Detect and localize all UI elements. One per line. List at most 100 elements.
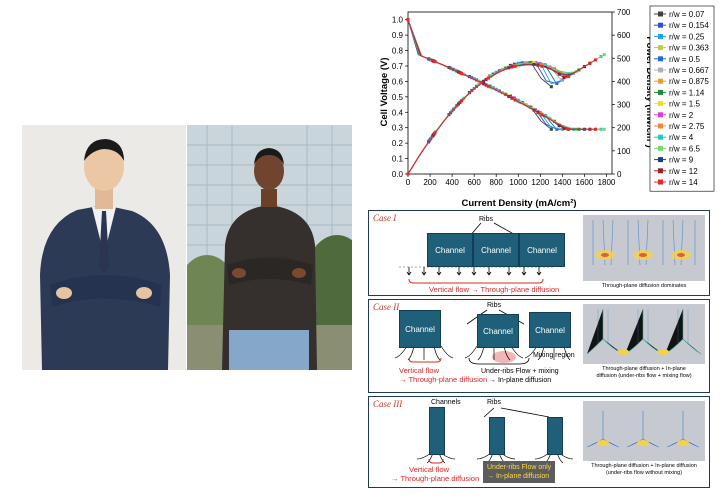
power-marker	[536, 62, 540, 66]
legend-marker	[658, 22, 663, 28]
x-tick-label: 600	[467, 178, 481, 187]
legend-marker	[658, 33, 663, 39]
legend-marker	[658, 78, 663, 84]
power-line	[407, 62, 585, 175]
plot-axes: 0 200 400 600 800 1000 1200 1400 1600 18000.00.10…	[392, 8, 631, 187]
y-left-tick-label: 0.8	[392, 47, 404, 56]
portrait-photo-suit	[22, 125, 186, 370]
series-13	[406, 18, 586, 176]
power-line	[407, 62, 580, 175]
y-left-tick-label: 0.1	[392, 155, 404, 164]
voltage-marker	[460, 71, 464, 75]
power-line	[407, 64, 585, 175]
y-left-tick-label: 0.3	[392, 124, 404, 133]
x-tick-label: 0	[406, 178, 411, 187]
series-7	[406, 18, 581, 176]
legend-entry: r/w = 4	[669, 133, 694, 142]
case-2-channel-1: Channel	[399, 310, 441, 348]
power-marker	[544, 64, 548, 68]
y-right-tick-label: 200	[617, 124, 631, 133]
power-marker	[602, 53, 606, 57]
voltage-line	[407, 19, 596, 130]
plot-frame	[407, 11, 613, 175]
voltage-marker	[433, 60, 437, 64]
voltage-line	[407, 19, 552, 130]
y-right-tick-label: 300	[617, 101, 631, 110]
power-marker	[546, 65, 550, 69]
series-3	[406, 18, 570, 176]
y-left-tick-label: 0.4	[392, 108, 404, 117]
power-marker	[433, 131, 437, 135]
power-marker	[406, 172, 410, 176]
case-2-ribs-label: Ribs	[487, 302, 502, 309]
y-left-tick-label: 0.6	[392, 77, 404, 86]
power-marker	[513, 64, 517, 68]
case-3-box-line-2: → In-plane diffusion	[487, 473, 550, 480]
power-marker	[532, 62, 536, 66]
case-3-box-line-1: Under-ribs Flow only	[487, 464, 552, 471]
series-14	[406, 18, 592, 176]
series-4	[406, 18, 570, 176]
case-1-channel-3: Channel	[519, 233, 565, 267]
series-8	[406, 18, 586, 176]
case-3-simulation-image	[583, 401, 705, 461]
power-marker	[567, 74, 571, 78]
case-2-caption-2: diffusion (under-ribs flow + mixing flow…	[596, 373, 692, 379]
legend-entry: r/w = 2.75	[669, 122, 705, 131]
power-marker	[562, 76, 566, 80]
legend-entry: r/w = 0.875	[669, 77, 709, 86]
case-1-channel-2: Channel	[473, 233, 519, 267]
case-2-channel-3: Channel	[529, 312, 571, 348]
voltage-marker	[549, 127, 553, 131]
case-2-caption-1: Through-plane diffusion + In-plane	[602, 366, 686, 372]
voltage-marker	[406, 18, 410, 22]
power-line	[407, 59, 596, 175]
case-3-flow-text-1: Vertical flow	[409, 465, 450, 474]
x-tick-label: 400	[445, 178, 459, 187]
plot-series	[406, 18, 606, 176]
x-tick-label: 1800	[598, 178, 616, 187]
y-right-tick-label: 0	[617, 170, 622, 179]
legend-marker	[658, 157, 663, 163]
legend-entry: r/w = 1.5	[669, 100, 700, 109]
y-axis-right-title: Power Density (mW/cm²)	[644, 36, 655, 147]
case-2-in-plane: → In-plane diffusion	[489, 377, 552, 384]
y-right-tick-label: 600	[617, 31, 631, 40]
legend-entry: r/w = 9	[669, 156, 694, 165]
case-1-channel-1: Channel	[427, 233, 473, 267]
power-marker	[536, 63, 540, 67]
legend-marker	[658, 101, 663, 107]
legend-marker	[658, 179, 663, 185]
case-3-ribs-label: Ribs	[487, 399, 502, 406]
case-3-label: Case III	[373, 399, 403, 409]
legend-marker	[658, 112, 663, 118]
x-tick-label: 1000	[509, 178, 527, 187]
case-2-flow-text-2: → Through-plane diffusion	[399, 375, 488, 384]
legend-entry: r/w = 0.25	[669, 32, 705, 41]
power-marker	[540, 63, 544, 67]
y-right-tick-label: 100	[617, 147, 631, 156]
case-3-channels-label: Channels	[431, 399, 461, 406]
series-5	[406, 18, 575, 176]
series-12	[406, 18, 606, 176]
legend-entry: r/w = 0.5	[669, 55, 700, 64]
legend-marker	[658, 168, 663, 174]
case-3-flow-text-2: → Through-plane diffusion	[391, 474, 480, 483]
portrait-sweater-illustration	[187, 125, 352, 370]
legend-entry: r/w = 14	[669, 178, 698, 187]
y-right-tick-label: 500	[617, 54, 631, 63]
y-left-tick-label: 1.0	[392, 16, 404, 25]
series-9	[406, 18, 592, 176]
power-marker	[460, 99, 464, 103]
voltage-line	[407, 19, 568, 130]
x-tick-label: 200	[423, 178, 437, 187]
power-line	[407, 61, 557, 175]
power-marker	[486, 76, 490, 80]
voltage-marker	[540, 113, 544, 117]
power-marker	[528, 61, 532, 65]
legend-entry: r/w = 0.667	[669, 66, 709, 75]
legend-marker	[658, 145, 663, 151]
series-11	[406, 18, 603, 176]
case-1-simulation-image	[583, 215, 705, 281]
voltage-marker	[513, 98, 517, 102]
